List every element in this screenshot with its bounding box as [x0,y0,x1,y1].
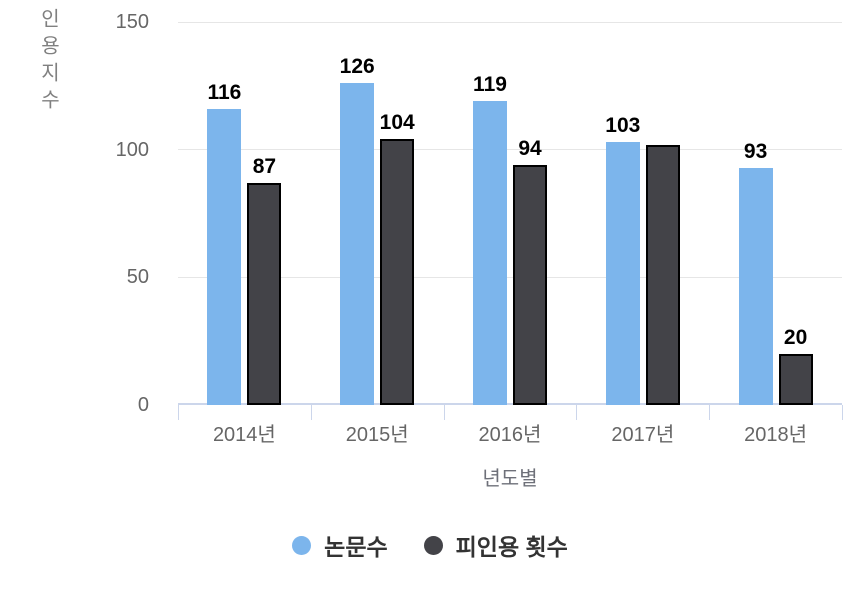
bar-value-label: 87 [252,154,277,178]
bar-series0-2016년[interactable] [473,101,507,405]
gridline [178,149,842,151]
legend-marker-icon [292,535,312,555]
bar-value-label: 116 [207,80,242,104]
plot-area [178,21,842,405]
x-tick [842,405,843,420]
y-axis-title: 인용지수 [37,8,59,116]
y-tick-label: 100 [115,138,149,161]
gridline [178,21,842,23]
x-category-label: 2017년 [611,424,675,446]
legend-item-1[interactable]: 피인용 횟수 [423,528,568,562]
bar-series1-2018년[interactable] [778,353,813,405]
bar-series1-2016년[interactable] [513,164,547,405]
x-tick [178,405,179,420]
bar-series0-2017년[interactable] [605,142,640,405]
x-category-label: 2015년 [345,424,409,446]
x-tick [443,405,445,420]
bar-series1-2017년[interactable] [645,144,680,405]
gridline [178,276,842,278]
bar-series0-2015년[interactable] [340,83,375,405]
y-tick-label: 150 [115,11,149,33]
bar-value-label: 103 [605,114,641,137]
bar-value-label: 20 [783,325,808,349]
legend-item-label: 논문수 [324,534,388,560]
bar-series1-2014년[interactable] [247,182,282,405]
x-axis-title: 년도별 [482,468,538,490]
legend-item-label: 피인용 횟수 [455,534,568,560]
bar-value-label: 126 [339,55,375,79]
y-tick-label: 0 [137,394,149,416]
x-tick [709,405,711,420]
legend: 논문수 피인용 횟수 [0,528,860,562]
legend-marker-icon [423,535,443,555]
bar-series1-2015년[interactable] [380,139,415,405]
legend-item-0[interactable]: 논문수 [292,528,388,562]
x-category-label: 2014년 [212,424,276,446]
y-tick-label: 50 [126,266,149,289]
bar-value-label: 94 [518,136,542,160]
x-tick [310,405,312,420]
bar-value-label: 119 [473,73,507,97]
bar-value-label: 93 [743,139,768,163]
x-category-label: 2018년 [744,424,808,446]
bar-value-label: 104 [379,111,415,135]
x-tick [576,405,578,420]
bar-series0-2014년[interactable] [207,108,242,405]
bar-series0-2018년[interactable] [738,167,773,405]
x-category-label: 2016년 [478,424,542,446]
